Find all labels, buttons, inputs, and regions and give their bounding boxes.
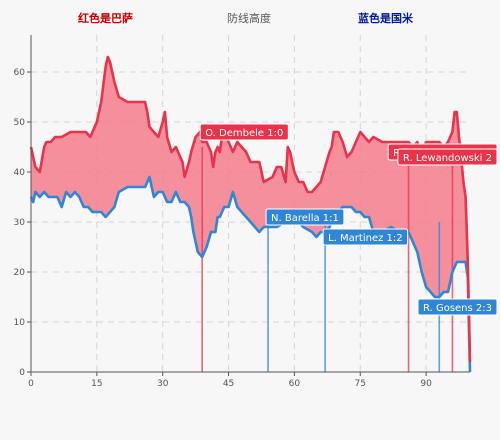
annotation-box	[199, 123, 289, 141]
series-line-red	[29, 55, 472, 363]
annotation-box	[322, 228, 409, 246]
annotation-label: O. Dembele 1:0	[199, 123, 289, 141]
x-tick-label: 60	[289, 379, 301, 389]
annotation-text: L. Martinez 1:2	[328, 233, 403, 244]
annotation-label: R. Gosens 2:3	[417, 298, 498, 316]
y-tick-label: 10	[14, 318, 26, 328]
x-tick-label: 15	[91, 379, 102, 389]
annotation-box	[397, 148, 498, 166]
annotation-text: N. Barella 1:1	[271, 213, 339, 224]
y-tick-label: 20	[14, 268, 26, 278]
legend-red-label: 红色是巴萨	[78, 12, 133, 25]
chart-title: 防线高度	[227, 12, 271, 25]
y-tick-label: 50	[14, 118, 26, 128]
annotation-box	[265, 208, 345, 226]
area-between-series	[31, 57, 470, 372]
x-tick-label: 0	[28, 379, 34, 389]
y-tick-label: 40	[14, 168, 26, 178]
annotation-text: R. Lewandowski 2	[403, 153, 492, 164]
x-tick-label: 75	[355, 379, 366, 389]
x-tick-label: 30	[157, 379, 169, 389]
annotation-label: R. Lewandowski 2	[397, 148, 498, 166]
x-tick-label: 90	[420, 379, 432, 389]
legend-blue-label: 蓝色是国米	[358, 12, 413, 25]
annotation-label: L. Martinez 1:2	[322, 228, 409, 246]
y-tick-label: 30	[14, 218, 26, 228]
annotation-text: O. Dembele 1:0	[205, 128, 283, 139]
annotation-text: R. Gosens 2:3	[423, 303, 492, 314]
x-tick-label: 45	[223, 379, 234, 389]
y-tick-label: 60	[14, 68, 26, 78]
y-tick-label: 0	[19, 368, 25, 378]
annotation-box	[417, 298, 498, 316]
annotation-label: N. Barella 1:1	[265, 208, 345, 226]
